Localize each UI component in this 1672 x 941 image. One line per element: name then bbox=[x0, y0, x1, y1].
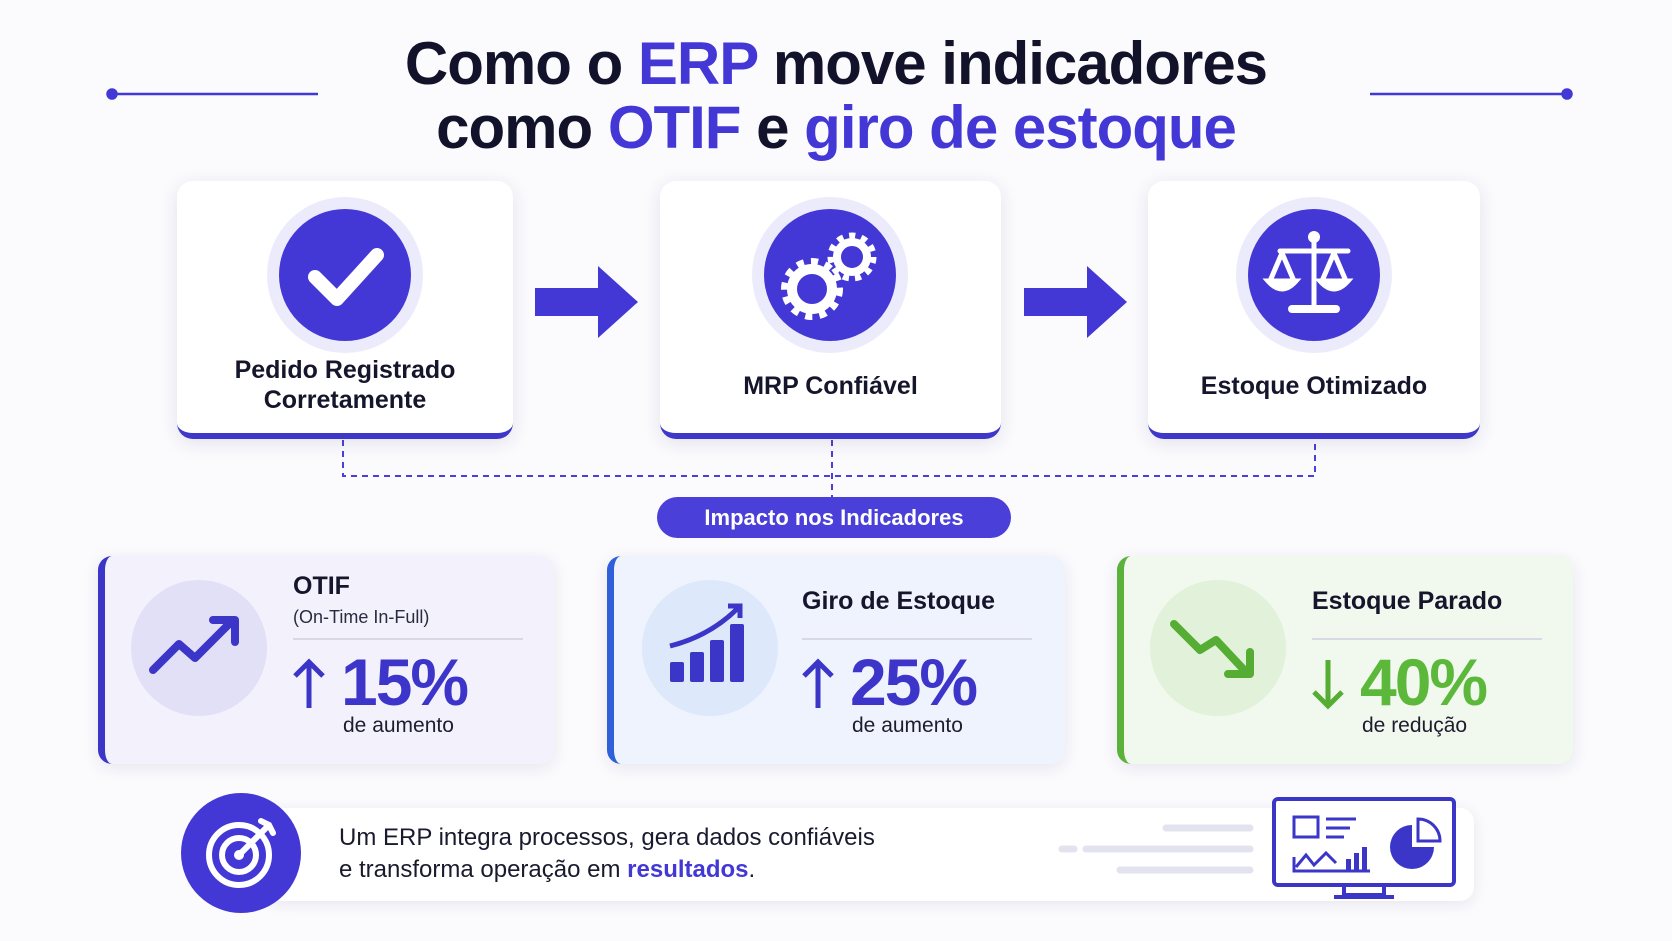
title-text: Como o bbox=[404, 30, 623, 97]
metric-subtitle: (On-Time In-Full) bbox=[293, 607, 430, 627]
step-card: Pedido Registrado Corretamente bbox=[177, 181, 513, 439]
step-label-line: Pedido Registrado bbox=[234, 356, 456, 384]
metric-icon bbox=[131, 580, 267, 716]
title-highlight: OTIF bbox=[607, 94, 742, 161]
footer-line: Um ERP integra processos, gera dados con… bbox=[339, 822, 875, 854]
metric-note: de aumento bbox=[343, 714, 454, 737]
footer-line: e transforma operação em resultados. bbox=[339, 854, 875, 886]
metric-icon bbox=[1150, 580, 1286, 716]
step-label-line: Estoque Otimizado bbox=[1200, 372, 1428, 400]
step-label-line: MRP Confiável bbox=[743, 372, 918, 400]
metric-value: 40% bbox=[1360, 645, 1488, 719]
step-label: Pedido Registrado Corretamente bbox=[177, 355, 513, 415]
dashboard-illustration bbox=[1058, 797, 1456, 899]
title-text: move indicadores bbox=[772, 30, 1268, 97]
step-card: MRP Confiável bbox=[660, 181, 1001, 439]
metric-title: OTIF bbox=[293, 572, 350, 600]
step-icon bbox=[752, 197, 908, 353]
footer-highlight: resultados bbox=[627, 856, 749, 883]
step-label: MRP Confiável bbox=[660, 371, 1001, 401]
divider bbox=[802, 638, 1032, 640]
step-label: Estoque Otimizado bbox=[1148, 371, 1480, 401]
title-text: e bbox=[756, 94, 789, 161]
title-line: como OTIF e giro de estoque bbox=[0, 98, 1672, 158]
up-arrow bbox=[802, 658, 834, 708]
metric-card: Giro de Estoque 25% de aumento bbox=[607, 556, 1065, 764]
metric-title: Giro de Estoque bbox=[802, 587, 996, 615]
title-highlight: giro de estoque bbox=[804, 94, 1237, 161]
up-arrow bbox=[293, 658, 325, 708]
metric-card: Estoque Parado 40% de redução bbox=[1117, 556, 1573, 764]
title-text: como bbox=[436, 94, 593, 161]
step-icon bbox=[267, 197, 423, 353]
target-icon bbox=[181, 793, 301, 913]
step-card: Estoque Otimizado bbox=[1148, 181, 1480, 439]
step-icon bbox=[1236, 197, 1392, 353]
title-highlight: ERP bbox=[637, 30, 758, 97]
down-arrow bbox=[1312, 660, 1344, 710]
title-rule bbox=[106, 88, 1573, 100]
footer-span: Um ERP integra processos, gera dados con… bbox=[339, 824, 875, 851]
badge: Impacto nos Indicadores bbox=[657, 497, 1011, 538]
metric-title: Estoque Parado bbox=[1312, 587, 1503, 615]
title-line: Como o ERP move indicadores bbox=[0, 34, 1672, 94]
divider bbox=[1312, 638, 1542, 640]
metric-note: de redução bbox=[1362, 714, 1468, 737]
footer-text: Um ERP integra processos, gera dados con… bbox=[339, 822, 875, 886]
divider bbox=[293, 638, 523, 640]
connector bbox=[342, 440, 1316, 497]
metric-note: de aumento bbox=[852, 714, 963, 737]
footer-span: e transforma operação em bbox=[339, 856, 621, 883]
flow-arrow bbox=[535, 266, 1127, 338]
step-label-line: Corretamente bbox=[263, 386, 427, 414]
footer-span: . bbox=[748, 856, 756, 883]
metric-icon bbox=[642, 580, 778, 716]
metric-card: OTIF (On-Time In-Full) 15% de aumento bbox=[98, 556, 554, 764]
metric-value: 25% bbox=[850, 645, 978, 719]
metric-value: 15% bbox=[341, 645, 469, 719]
